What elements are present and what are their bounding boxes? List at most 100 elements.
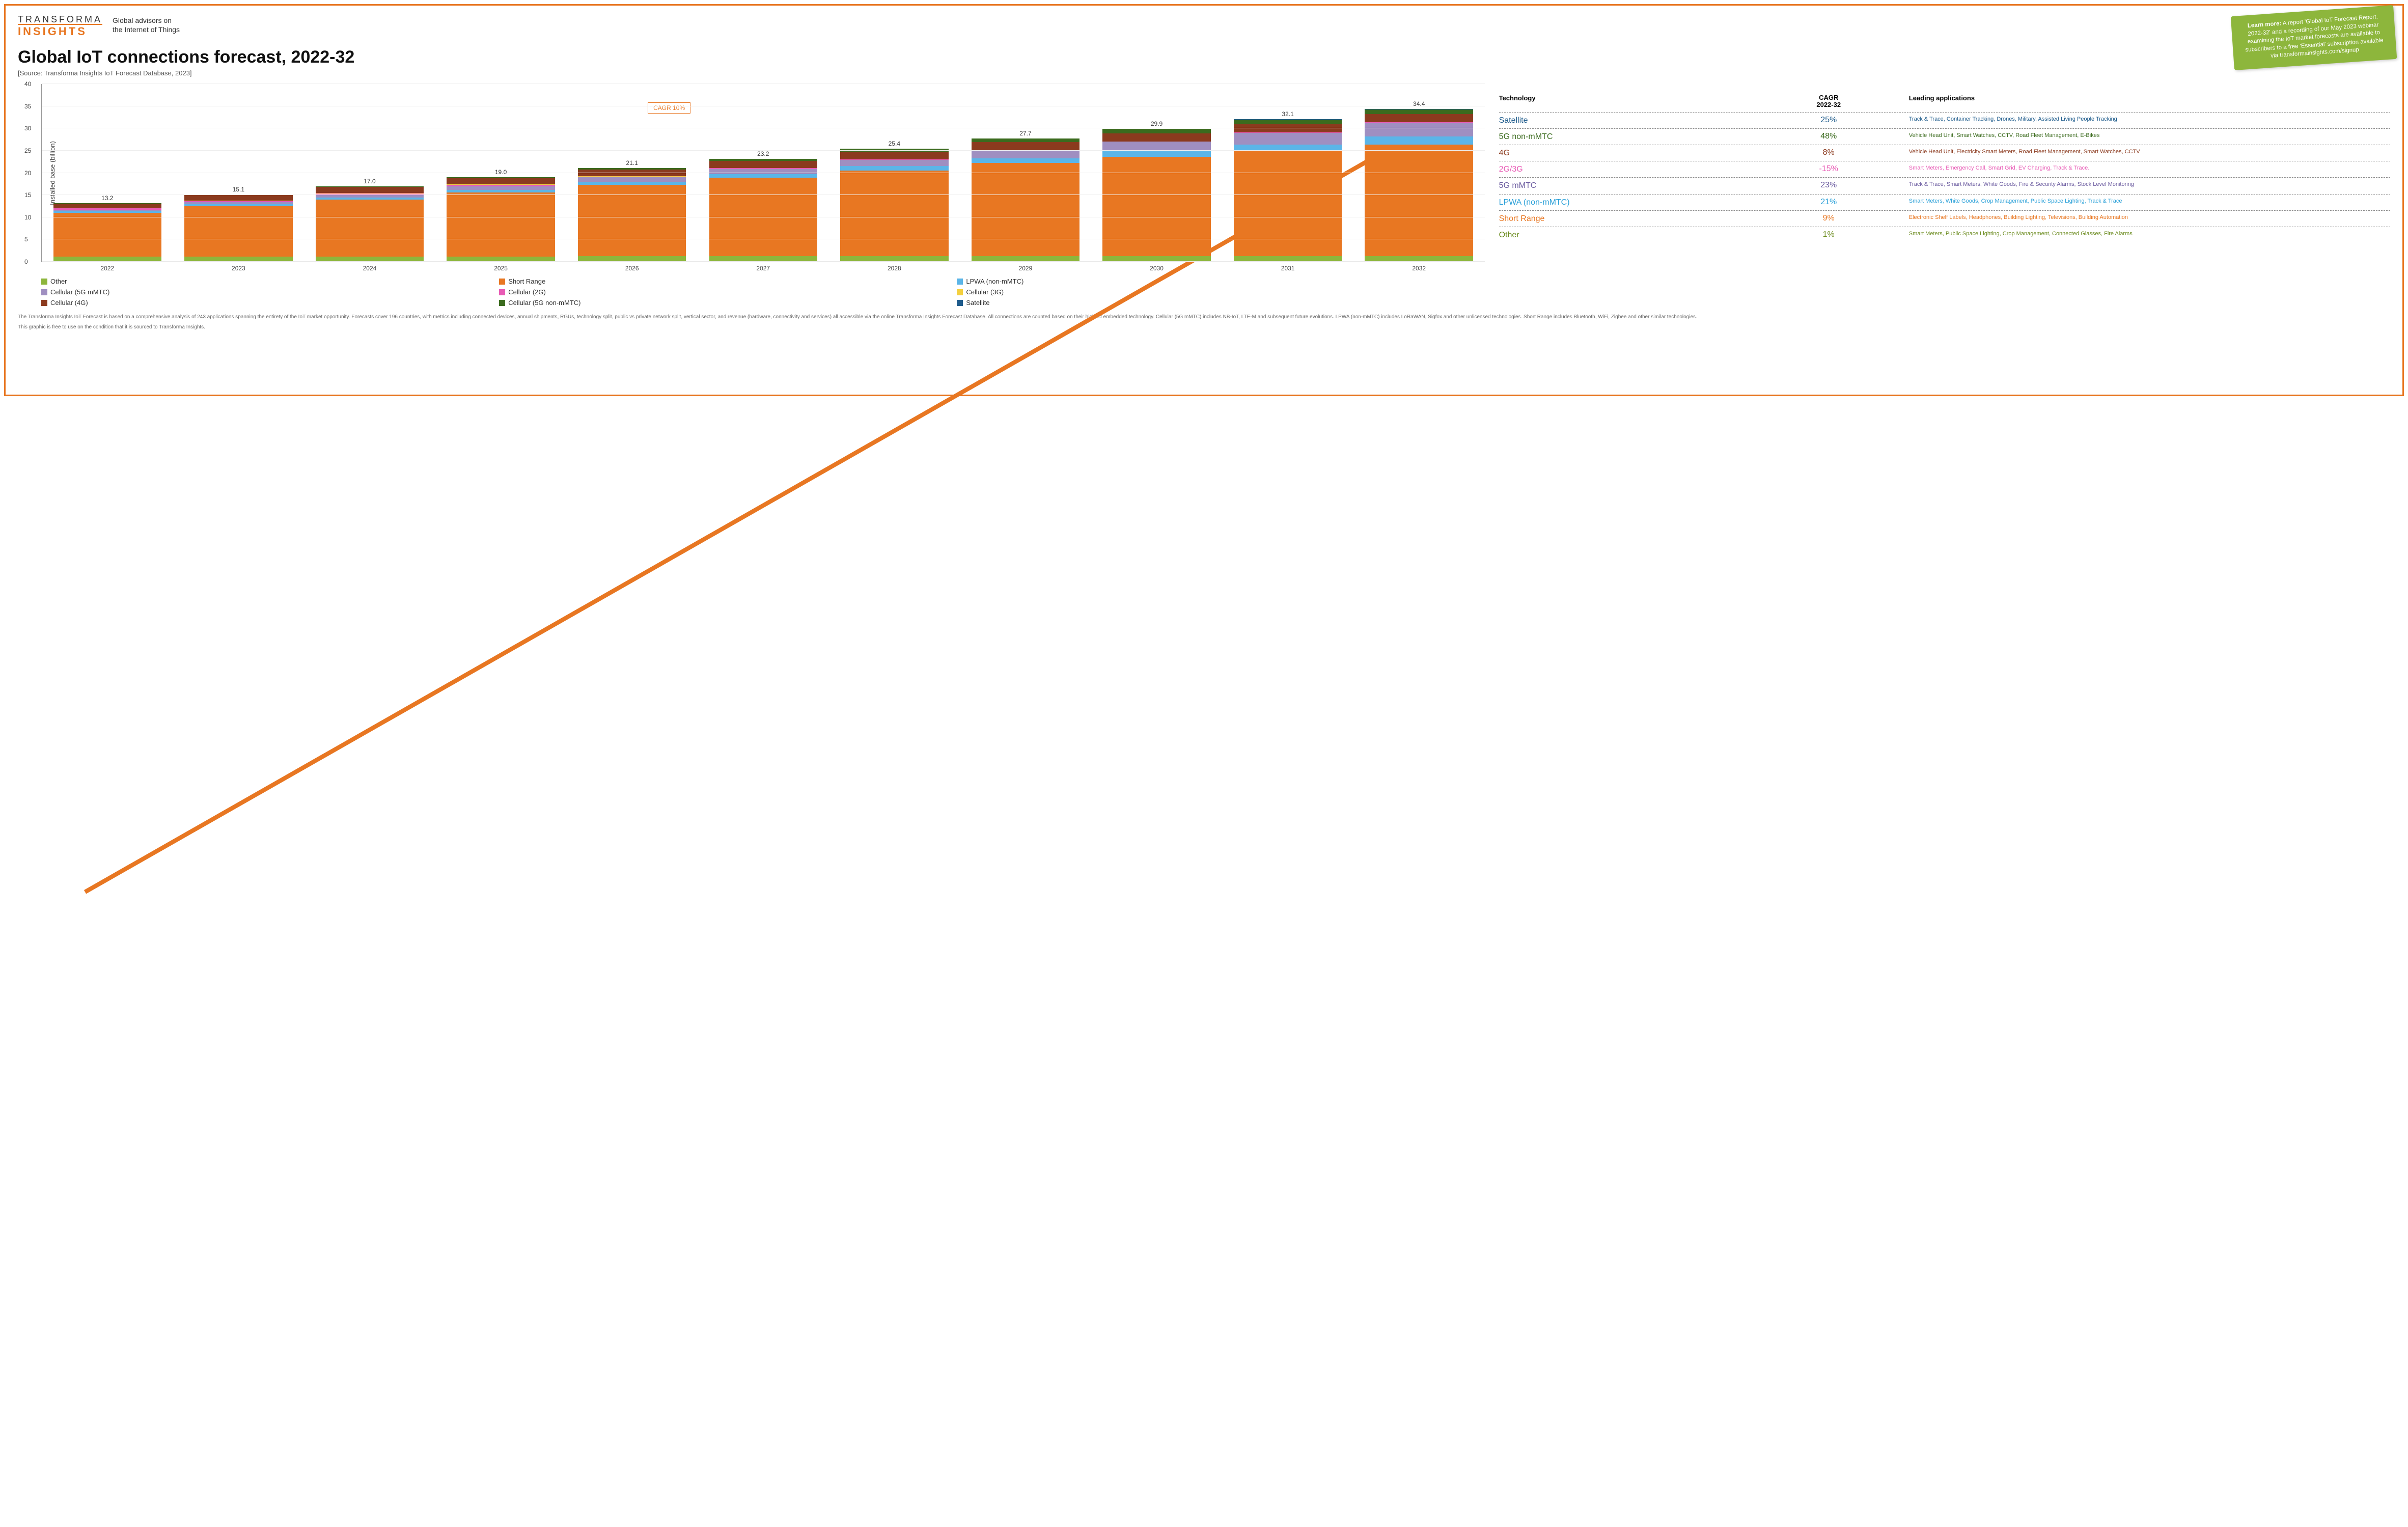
td-technology: 2G/3G (1499, 164, 1749, 174)
bar-total-label: 29.9 (1151, 120, 1163, 127)
bar-total-label: 27.7 (1019, 130, 1031, 137)
legend-item: Cellular (2G) (499, 288, 948, 296)
bar-total-label: 21.1 (626, 159, 638, 166)
td-apps: Vehicle Head Unit, Electricity Smart Met… (1909, 148, 2390, 155)
td-technology: Satellite (1499, 116, 1749, 125)
x-tick-label: 2028 (888, 265, 901, 272)
bar-segment-shortrange (316, 200, 424, 257)
bar-column: 25.42028 (840, 84, 949, 262)
bar-segment-5gnonmmtc (1365, 109, 1473, 115)
table-row: 2G/3G-15%Smart Meters, Emergency Call, S… (1499, 161, 2390, 177)
footnote-text-2: . All connections are counted based on t… (985, 314, 1697, 320)
bar-segment-5gmmtc (578, 177, 686, 182)
td-technology: LPWA (non-mMTC) (1499, 198, 1749, 207)
td-apps: Electronic Shelf Labels, Headphones, Bui… (1909, 214, 2390, 221)
legend-label: Cellular (2G) (508, 288, 546, 296)
bar-segment-5gnonmmtc (1234, 120, 1342, 125)
x-tick-label: 2030 (1150, 265, 1164, 272)
bar-total-label: 17.0 (364, 178, 375, 185)
legend-label: Cellular (5G non-mMTC) (508, 299, 580, 307)
td-cagr: 8% (1749, 148, 1909, 157)
legend-swatch (499, 279, 505, 285)
footnote: The Transforma Insights IoT Forecast is … (18, 314, 2390, 330)
bar-column: 32.12031 (1234, 84, 1342, 262)
bar-segment-4g (184, 195, 293, 200)
bar-segment-shortrange (840, 171, 949, 256)
legend-item: Satellite (957, 299, 1405, 307)
x-tick-label: 2031 (1281, 265, 1295, 272)
bar-segment-lpwa (1365, 136, 1473, 145)
chart-legend: OtherShort RangeLPWA (non-mMTC)Cellular … (41, 277, 1489, 307)
legend-item: Cellular (5G mMTC) (41, 288, 490, 296)
bar-segment-5gmmtc (840, 160, 949, 166)
footnote-link[interactable]: Transforma Insights Forecast Database (896, 314, 985, 320)
legend-swatch (41, 289, 47, 295)
x-tick-label: 2026 (625, 265, 639, 272)
bar-segment-4g (840, 152, 949, 159)
bar-segment-4g (1365, 114, 1473, 122)
legend-item: Short Range (499, 277, 948, 285)
x-tick-label: 2032 (1412, 265, 1426, 272)
x-tick-label: 2024 (363, 265, 377, 272)
bar-segment-5gmmtc (709, 169, 818, 174)
table-header-row: Technology CAGR2022-32 Leading applicati… (1499, 94, 2390, 112)
bar-segment-shortrange (1102, 157, 1211, 256)
bar-segment-lpwa (1102, 151, 1211, 157)
x-tick-label: 2025 (494, 265, 508, 272)
bar-column: 21.12026 (578, 84, 686, 262)
legend-label: Satellite (966, 299, 989, 307)
td-apps: Smart Meters, Emergency Call, Smart Grid… (1909, 164, 2390, 172)
td-technology: 4G (1499, 148, 1749, 158)
bar-segment-4g (53, 204, 162, 208)
td-technology: Short Range (1499, 214, 1749, 224)
td-cagr: 9% (1749, 214, 1909, 223)
legend-swatch (957, 279, 963, 285)
td-cagr: 25% (1749, 116, 1909, 125)
footnote-text-1: The Transforma Insights IoT Forecast is … (18, 314, 896, 320)
header: TRANSFORMA INSIGHTS Global advisors onth… (18, 15, 2390, 37)
x-tick-label: 2023 (232, 265, 245, 272)
gridline (42, 261, 1485, 262)
y-tick-label: 25 (24, 147, 31, 154)
td-technology: 5G mMTC (1499, 181, 1749, 190)
x-tick-label: 2022 (100, 265, 114, 272)
y-tick-label: 15 (24, 191, 31, 199)
y-tick-label: 30 (24, 125, 31, 132)
footnote-text-3: This graphic is free to use on the condi… (18, 324, 2390, 331)
legend-label: LPWA (non-mMTC) (966, 277, 1023, 285)
bar-segment-lpwa (709, 174, 818, 178)
td-apps: Vehicle Head Unit, Smart Watches, CCTV, … (1909, 132, 2390, 139)
table-row: 5G non-mMTC48%Vehicle Head Unit, Smart W… (1499, 128, 2390, 145)
legend-swatch (957, 300, 963, 306)
th-apps: Leading applications (1909, 94, 2390, 109)
td-technology: 5G non-mMTC (1499, 132, 1749, 142)
bar-segment-shortrange (447, 192, 555, 257)
bar-segment-lpwa (972, 158, 1080, 163)
legend-item: Cellular (4G) (41, 299, 490, 307)
bar-total-label: 25.4 (889, 140, 900, 147)
bar-column: 15.12023 (184, 84, 293, 262)
bar-total-label: 32.1 (1282, 110, 1293, 118)
bar-total-label: 15.1 (233, 186, 244, 193)
logo-bottom: INSIGHTS (18, 24, 102, 37)
bar-column: 27.72029 (972, 84, 1080, 262)
legend-swatch (499, 300, 505, 306)
td-apps: Track & Trace, Container Tracking, Drone… (1909, 116, 2390, 123)
table-row: 5G mMTC23%Track & Trace, Smart Meters, W… (1499, 177, 2390, 193)
legend-item: Cellular (3G) (957, 288, 1405, 296)
promo-banner: Learn more: A report 'Global IoT Forecas… (2231, 5, 2397, 70)
bar-segment-5gnonmmtc (972, 138, 1080, 142)
table-row: 4G8%Vehicle Head Unit, Electricity Smart… (1499, 145, 2390, 161)
td-cagr: 23% (1749, 181, 1909, 190)
td-cagr: -15% (1749, 164, 1909, 174)
legend-item: Cellular (5G non-mMTC) (499, 299, 948, 307)
table-row: Satellite25%Track & Trace, Container Tra… (1499, 112, 2390, 128)
bar-segment-4g (447, 178, 555, 184)
bar-column: 29.92030 (1102, 84, 1211, 262)
table-row: Other1%Smart Meters, Public Space Lighti… (1499, 227, 2390, 243)
bar-segment-4g (316, 187, 424, 192)
bar-segment-shortrange (972, 163, 1080, 256)
bar-segment-5gmmtc (1234, 133, 1342, 145)
bar-column: 34.42032 (1365, 84, 1473, 262)
bar-total-label: 23.2 (757, 150, 769, 157)
